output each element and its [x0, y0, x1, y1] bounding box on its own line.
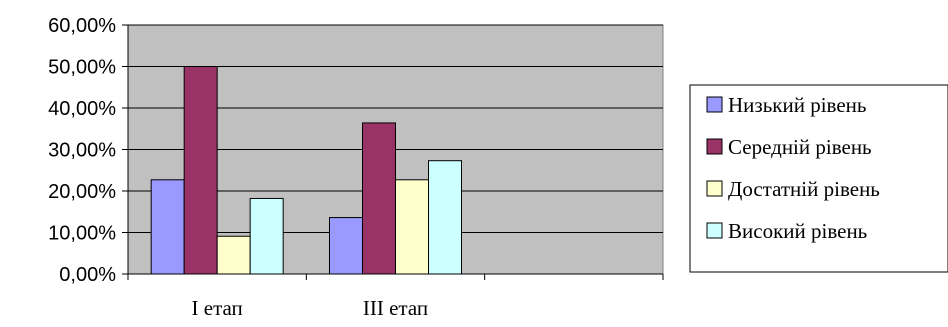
legend: Низький рівень Середній рівень Достатній р… — [689, 84, 948, 273]
legend-swatch — [706, 222, 723, 239]
y-tick-label: 0,00% — [59, 264, 116, 286]
y-tick-labels: 0,00% 10,00% 20,00% 30,00% 40,00% 50,00% 60,00… — [48, 15, 116, 286]
legend-label: Достатній рівень — [728, 177, 880, 201]
legend-box — [689, 84, 948, 273]
legend-swatch — [706, 96, 723, 113]
bar-1-1 — [150, 179, 185, 275]
y-tick-label: 50,00% — [48, 57, 116, 79]
x-category-labels: I етап III етап — [192, 296, 429, 320]
y-tick-label: 10,00% — [48, 223, 116, 245]
bar-2-2 — [362, 122, 396, 275]
legend-swatch — [706, 180, 723, 197]
bar-4-2 — [428, 160, 462, 275]
bar-1-2 — [329, 217, 363, 275]
bar-2-1 — [183, 66, 218, 275]
legend-label: Середній рівень — [728, 135, 872, 159]
y-tick-label: 60,00% — [48, 15, 116, 37]
legend-label: Високий рівень — [728, 219, 867, 243]
axes — [127, 25, 664, 280]
y-tick-label: 30,00% — [48, 140, 116, 162]
bar-3-2 — [395, 179, 429, 275]
bar-3-1 — [216, 235, 251, 275]
legend-label: Низький рівень — [728, 93, 866, 117]
y-tick-label: 40,00% — [48, 98, 116, 120]
bars — [150, 66, 462, 275]
x-category-label: I етап — [192, 296, 243, 320]
legend-swatch — [706, 138, 723, 155]
y-tick-label: 20,00% — [48, 181, 116, 203]
bar-4-1 — [249, 197, 284, 275]
x-category-label: III етап — [363, 296, 428, 320]
